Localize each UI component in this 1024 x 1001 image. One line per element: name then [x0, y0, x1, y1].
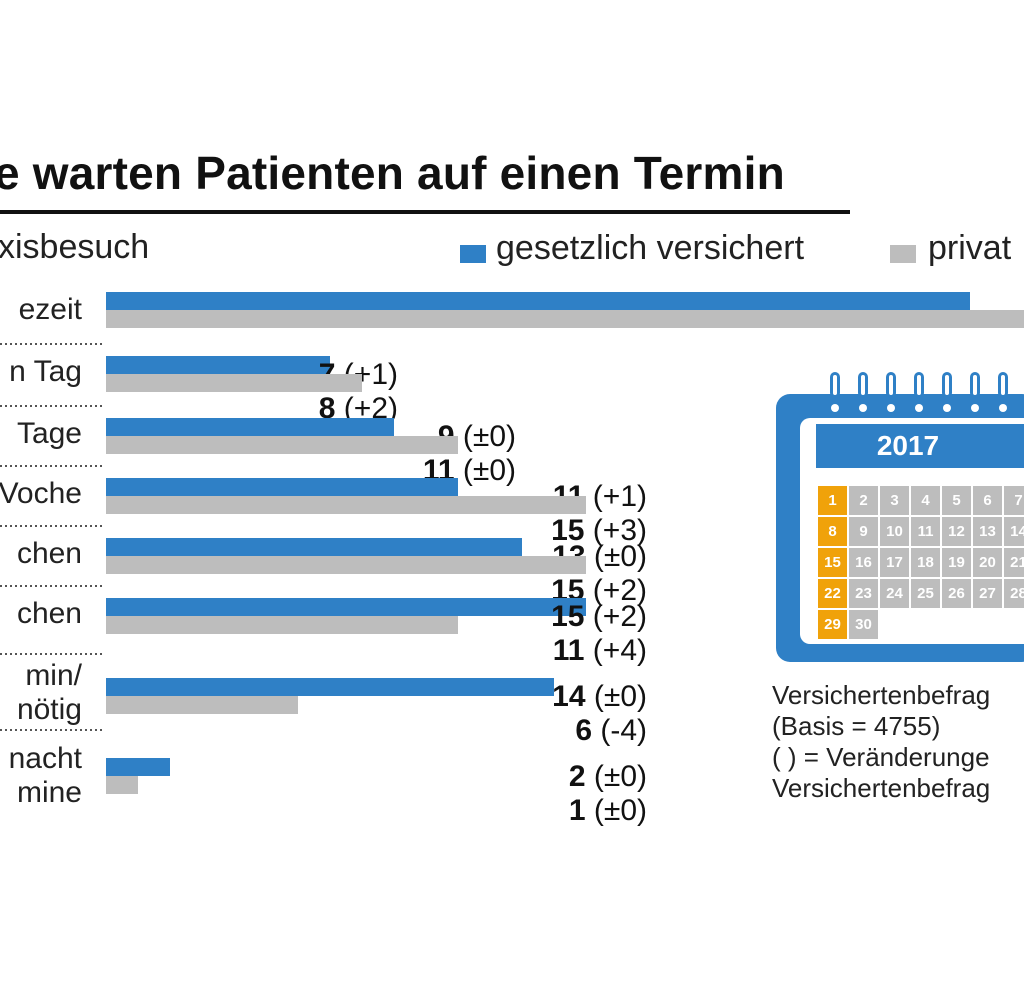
- data-label: 6 (-4): [575, 714, 647, 747]
- calendar-hole: [943, 404, 951, 412]
- legend-label-gesetzlich: gesetzlich versichert: [496, 229, 805, 267]
- calendar-ring: [858, 372, 868, 398]
- calendar-day: 27: [973, 579, 1002, 608]
- calendar-day: 16: [849, 548, 878, 577]
- calendar-ring: [914, 372, 924, 398]
- note-line: (Basis = 4755): [772, 711, 941, 741]
- calendar-day: 17: [880, 548, 909, 577]
- data-label: 11 (+4): [553, 634, 647, 667]
- note-line: Versichertenbefrag: [772, 680, 991, 710]
- legend-swatch-gesetzlich: [460, 245, 486, 263]
- calendar-day: 12: [942, 517, 971, 546]
- bar-privat: [106, 556, 586, 574]
- data-label: 2 (±0): [569, 760, 647, 793]
- calendar-day: 8: [818, 517, 847, 546]
- calendar-day: 22: [818, 579, 847, 608]
- calendar-day: 9: [849, 517, 878, 546]
- bar-privat: [106, 436, 458, 454]
- calendar-day: 19: [942, 548, 971, 577]
- category-label: ezeit: [19, 293, 83, 326]
- calendar-day: 5: [942, 486, 971, 515]
- calendar-day: 4: [911, 486, 940, 515]
- bar-privat: [106, 776, 138, 794]
- calendar-day: 18: [911, 548, 940, 577]
- calendar-hole: [999, 404, 1007, 412]
- calendar-day: 10: [880, 517, 909, 546]
- calendar-hole: [915, 404, 923, 412]
- category-label: Voche: [0, 477, 82, 510]
- calendar-ring: [942, 372, 952, 398]
- calendar-day: 23: [849, 579, 878, 608]
- calendar-day: 7: [1004, 486, 1024, 515]
- chart-title: e warten Patienten auf einen Termin: [0, 147, 785, 199]
- bar-gesetzlich: [106, 758, 170, 776]
- calendar-day: 26: [942, 579, 971, 608]
- bar-gesetzlich: [106, 598, 586, 616]
- legend-swatch-privat: [890, 245, 916, 263]
- note-line: Versichertenbefrag: [772, 773, 991, 803]
- calendar-year: 2017: [816, 424, 1024, 468]
- source-note: Versichertenbefrag (Basis = 4755) ( ) = …: [772, 680, 990, 804]
- category-label: nötig: [17, 693, 82, 726]
- category-label: min/: [25, 659, 82, 692]
- category-label: chen: [17, 597, 82, 630]
- calendar-day: 25: [911, 579, 940, 608]
- legend-label-privat: privat: [928, 229, 1012, 267]
- title-rule: [0, 210, 850, 214]
- note-line: ( ) = Veränderunge: [772, 742, 990, 772]
- calendar-ring: [998, 372, 1008, 398]
- chart-subtitle: xisbesuch: [0, 228, 150, 266]
- calendar-hole: [859, 404, 867, 412]
- calendar-hole: [971, 404, 979, 412]
- calendar-hole: [831, 404, 839, 412]
- category-label: nacht: [9, 742, 83, 775]
- calendar-day: 13: [973, 517, 1002, 546]
- calendar-day: 14: [1004, 517, 1024, 546]
- category-label: Tage: [17, 417, 82, 450]
- calendar-day: 1: [818, 486, 847, 515]
- bar-gesetzlich: [106, 292, 970, 310]
- calendar-day: 30: [849, 610, 878, 639]
- calendar-ring: [886, 372, 896, 398]
- bar-privat: [106, 616, 458, 634]
- bar-gesetzlich: [106, 538, 522, 556]
- calendar-day: 20: [973, 548, 1002, 577]
- data-label: 15 (+2): [551, 600, 647, 633]
- calendar-ring: [830, 372, 840, 398]
- category-label: chen: [17, 537, 82, 570]
- category-label: n Tag: [9, 355, 82, 388]
- calendar-day: 24: [880, 579, 909, 608]
- bar-gesetzlich: [106, 678, 554, 696]
- calendar-day: 3: [880, 486, 909, 515]
- category-label: mine: [17, 776, 82, 809]
- bar-gesetzlich: [106, 418, 394, 436]
- bar-gesetzlich: [106, 356, 330, 374]
- bar-gesetzlich: [106, 478, 458, 496]
- calendar-day: 15: [818, 548, 847, 577]
- calendar-ring: [970, 372, 980, 398]
- data-label: 1 (±0): [569, 794, 647, 827]
- calendar-day: 29: [818, 610, 847, 639]
- data-label: 14 (±0): [552, 680, 647, 713]
- bar-privat: [106, 310, 1024, 328]
- bar-privat: [106, 696, 298, 714]
- bar-privat: [106, 374, 362, 392]
- bar-privat: [106, 496, 586, 514]
- calendar-day: 2: [849, 486, 878, 515]
- calendar-day: 6: [973, 486, 1002, 515]
- calendar-day: 21: [1004, 548, 1024, 577]
- data-label: 15 (+3): [551, 514, 647, 547]
- calendar-day: 28: [1004, 579, 1024, 608]
- calendar-hole: [887, 404, 895, 412]
- calendar-day: 11: [911, 517, 940, 546]
